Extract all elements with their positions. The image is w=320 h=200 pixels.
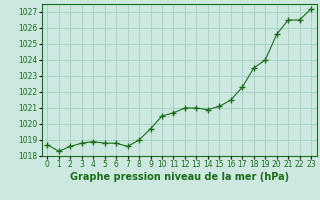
X-axis label: Graphe pression niveau de la mer (hPa): Graphe pression niveau de la mer (hPa) [70,172,289,182]
